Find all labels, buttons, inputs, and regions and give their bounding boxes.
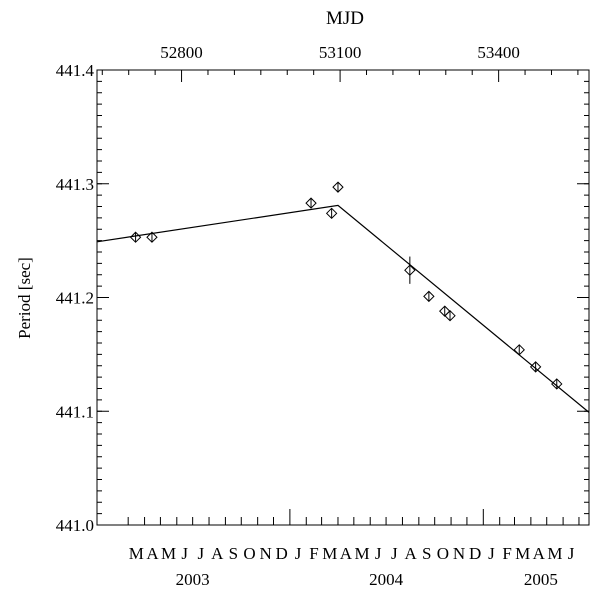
x-month-label: J (295, 544, 302, 563)
data-point (444, 309, 456, 322)
x-month-label: A (211, 544, 224, 563)
data-point (146, 231, 158, 243)
diamond-marker (332, 181, 344, 193)
x-month-label: S (229, 544, 238, 563)
diamond-marker (529, 361, 542, 373)
y-tick-label: 441.1 (56, 402, 94, 421)
x-month-label: M (547, 544, 562, 563)
mjd-tick-label: 53100 (319, 43, 362, 62)
x-month-label: J (568, 544, 575, 563)
data-point (551, 378, 563, 390)
data-point (129, 231, 142, 243)
fit-line (96, 204, 590, 413)
x-month-label: M (129, 544, 144, 563)
x-month-label: N (259, 544, 271, 563)
x-month-label: S (422, 544, 431, 563)
x-month-label: D (276, 544, 288, 563)
x-month-label: A (533, 544, 546, 563)
diamond-marker (423, 290, 435, 303)
x-year-label: 2003 (176, 570, 210, 589)
diamond-marker (551, 378, 563, 390)
data-point (325, 207, 338, 220)
mjd-tick-label: 52800 (160, 43, 203, 62)
diamond-marker (305, 197, 317, 209)
x-year-label: 2005 (524, 570, 558, 589)
data-points (129, 181, 563, 390)
plot-frame (96, 69, 590, 526)
mjd-tick-label: 53400 (477, 43, 520, 62)
y-axis-label: Period [sec] (15, 257, 34, 339)
data-point (529, 361, 542, 373)
top-axis-label: MJD (326, 8, 364, 29)
x-month-label: F (309, 544, 318, 563)
x-month-label: M (354, 544, 369, 563)
diamond-marker (325, 207, 338, 220)
fit-line-group (96, 204, 590, 413)
x-month-label: F (502, 544, 511, 563)
x-year-label: 2004 (369, 570, 404, 589)
data-point (332, 181, 344, 193)
diamond-marker (146, 231, 158, 243)
y-tick-label: 441.0 (56, 516, 94, 535)
y-tick-label: 441.2 (56, 289, 94, 308)
y-tick-label: 441.3 (56, 175, 94, 194)
data-point (513, 344, 525, 356)
x-month-label: J (375, 544, 382, 563)
x-month-label: O (437, 544, 449, 563)
x-month-label: M (322, 544, 337, 563)
x-month-label: A (146, 544, 159, 563)
x-month-label: M (161, 544, 176, 563)
x-month-label: A (340, 544, 353, 563)
diamond-marker (513, 344, 525, 356)
x-month-label: D (469, 544, 481, 563)
x-month-label: J (488, 544, 495, 563)
diamond-marker (129, 231, 142, 243)
diamond-marker (439, 305, 451, 317)
x-month-label: J (198, 544, 205, 563)
x-month-label: J (181, 544, 188, 563)
diamond-marker (444, 309, 456, 322)
x-month-label: M (515, 544, 530, 563)
x-month-label: O (243, 544, 255, 563)
x-month-label: A (405, 544, 418, 563)
data-point (305, 197, 317, 209)
data-point (423, 290, 435, 303)
x-month-label: N (453, 544, 465, 563)
data-point (404, 256, 416, 284)
x-month-label: J (391, 544, 398, 563)
y-tick-label: 441.4 (56, 61, 95, 80)
data-point (439, 305, 451, 317)
